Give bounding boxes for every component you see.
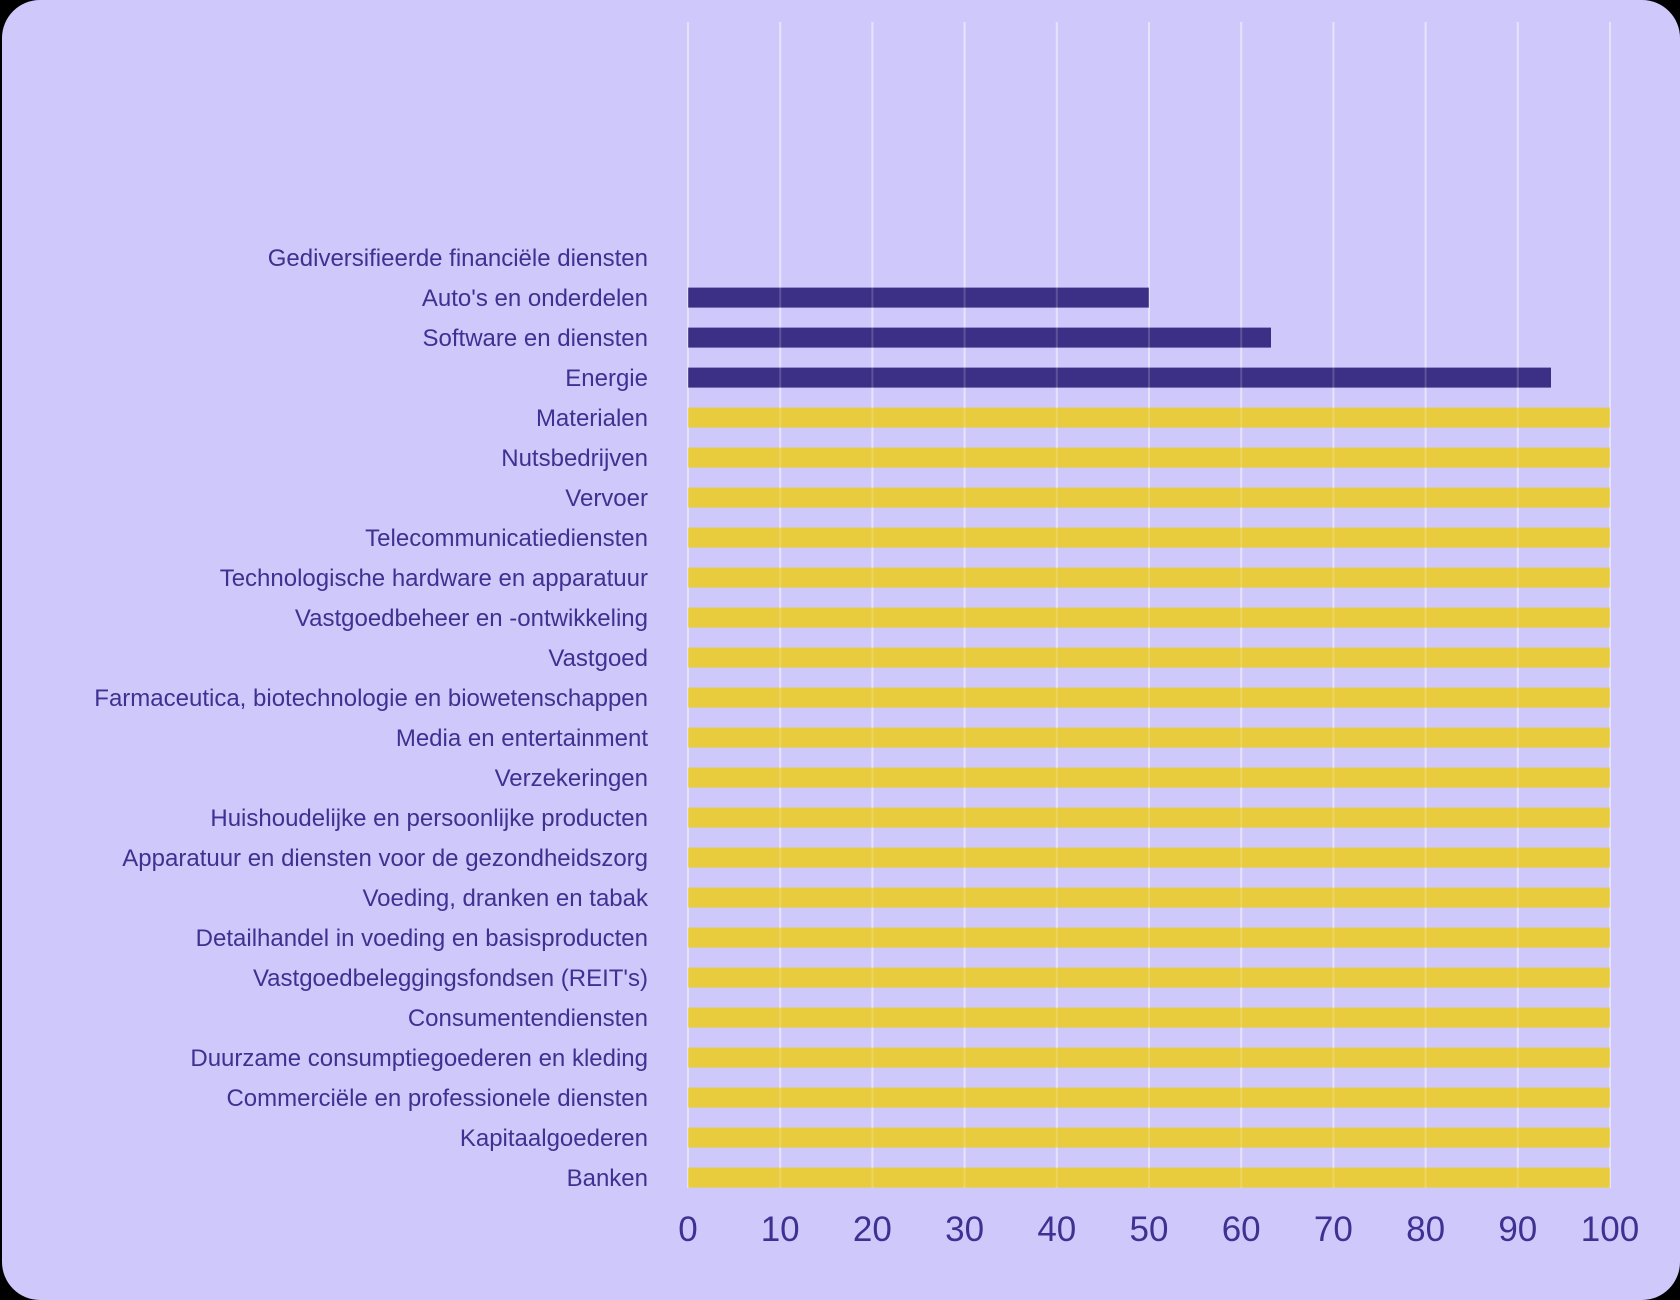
svg-text:Huishoudelijke en persoonlijke: Huishoudelijke en persoonlijke producten (210, 805, 648, 832)
svg-text:20: 20 (853, 1210, 892, 1249)
svg-text:Telecommunicatiediensten: Telecommunicatiediensten (365, 525, 648, 552)
svg-text:70: 70 (1314, 1210, 1353, 1249)
svg-text:Apparatuur en diensten voor de: Apparatuur en diensten voor de gezondhei… (122, 845, 648, 872)
svg-text:Verzekeringen: Verzekeringen (495, 765, 648, 792)
svg-text:Consumentendiensten: Consumentendiensten (408, 1005, 648, 1032)
svg-text:Nutsbedrijven: Nutsbedrijven (501, 445, 648, 472)
svg-text:Vastgoed: Vastgoed (548, 645, 648, 672)
svg-text:Energie: Energie (565, 365, 648, 392)
svg-text:10: 10 (761, 1210, 800, 1249)
svg-text:60: 60 (1222, 1210, 1261, 1249)
svg-text:Commerciële en professionele d: Commerciële en professionele diensten (226, 1085, 648, 1112)
svg-text:Software en diensten: Software en diensten (423, 325, 648, 352)
svg-text:Vervoer: Vervoer (565, 485, 648, 512)
svg-text:40: 40 (1037, 1210, 1076, 1249)
svg-text:Auto's en onderdelen: Auto's en onderdelen (422, 285, 648, 312)
svg-text:Voeding, dranken en tabak: Voeding, dranken en tabak (362, 885, 649, 912)
svg-text:50: 50 (1130, 1210, 1169, 1249)
svg-text:Vastgoedbeheer en -ontwikkelin: Vastgoedbeheer en -ontwikkeling (295, 605, 648, 632)
svg-text:Duurzame consumptiegoederen en: Duurzame consumptiegoederen en kleding (190, 1045, 648, 1072)
svg-text:Technologische hardware en app: Technologische hardware en apparatuur (220, 565, 648, 592)
svg-text:Detailhandel in voeding en bas: Detailhandel in voeding en basisproducte… (196, 925, 648, 952)
svg-text:Farmaceutica, biotechnologie e: Farmaceutica, biotechnologie en bioweten… (94, 685, 648, 712)
svg-text:Banken: Banken (567, 1165, 648, 1192)
svg-text:Vastgoedbeleggingsfondsen (REI: Vastgoedbeleggingsfondsen (REIT's) (253, 965, 648, 992)
svg-text:Materialen: Materialen (536, 405, 648, 432)
svg-text:100: 100 (1581, 1210, 1639, 1249)
svg-text:Gediversifieerde financiële di: Gediversifieerde financiële diensten (268, 245, 648, 272)
svg-text:90: 90 (1498, 1210, 1537, 1249)
svg-text:Media en entertainment: Media en entertainment (396, 725, 648, 752)
svg-text:Kapitaalgoederen: Kapitaalgoederen (460, 1125, 648, 1152)
svg-text:0: 0 (678, 1210, 697, 1249)
svg-text:80: 80 (1406, 1210, 1445, 1249)
svg-text:30: 30 (945, 1210, 984, 1249)
